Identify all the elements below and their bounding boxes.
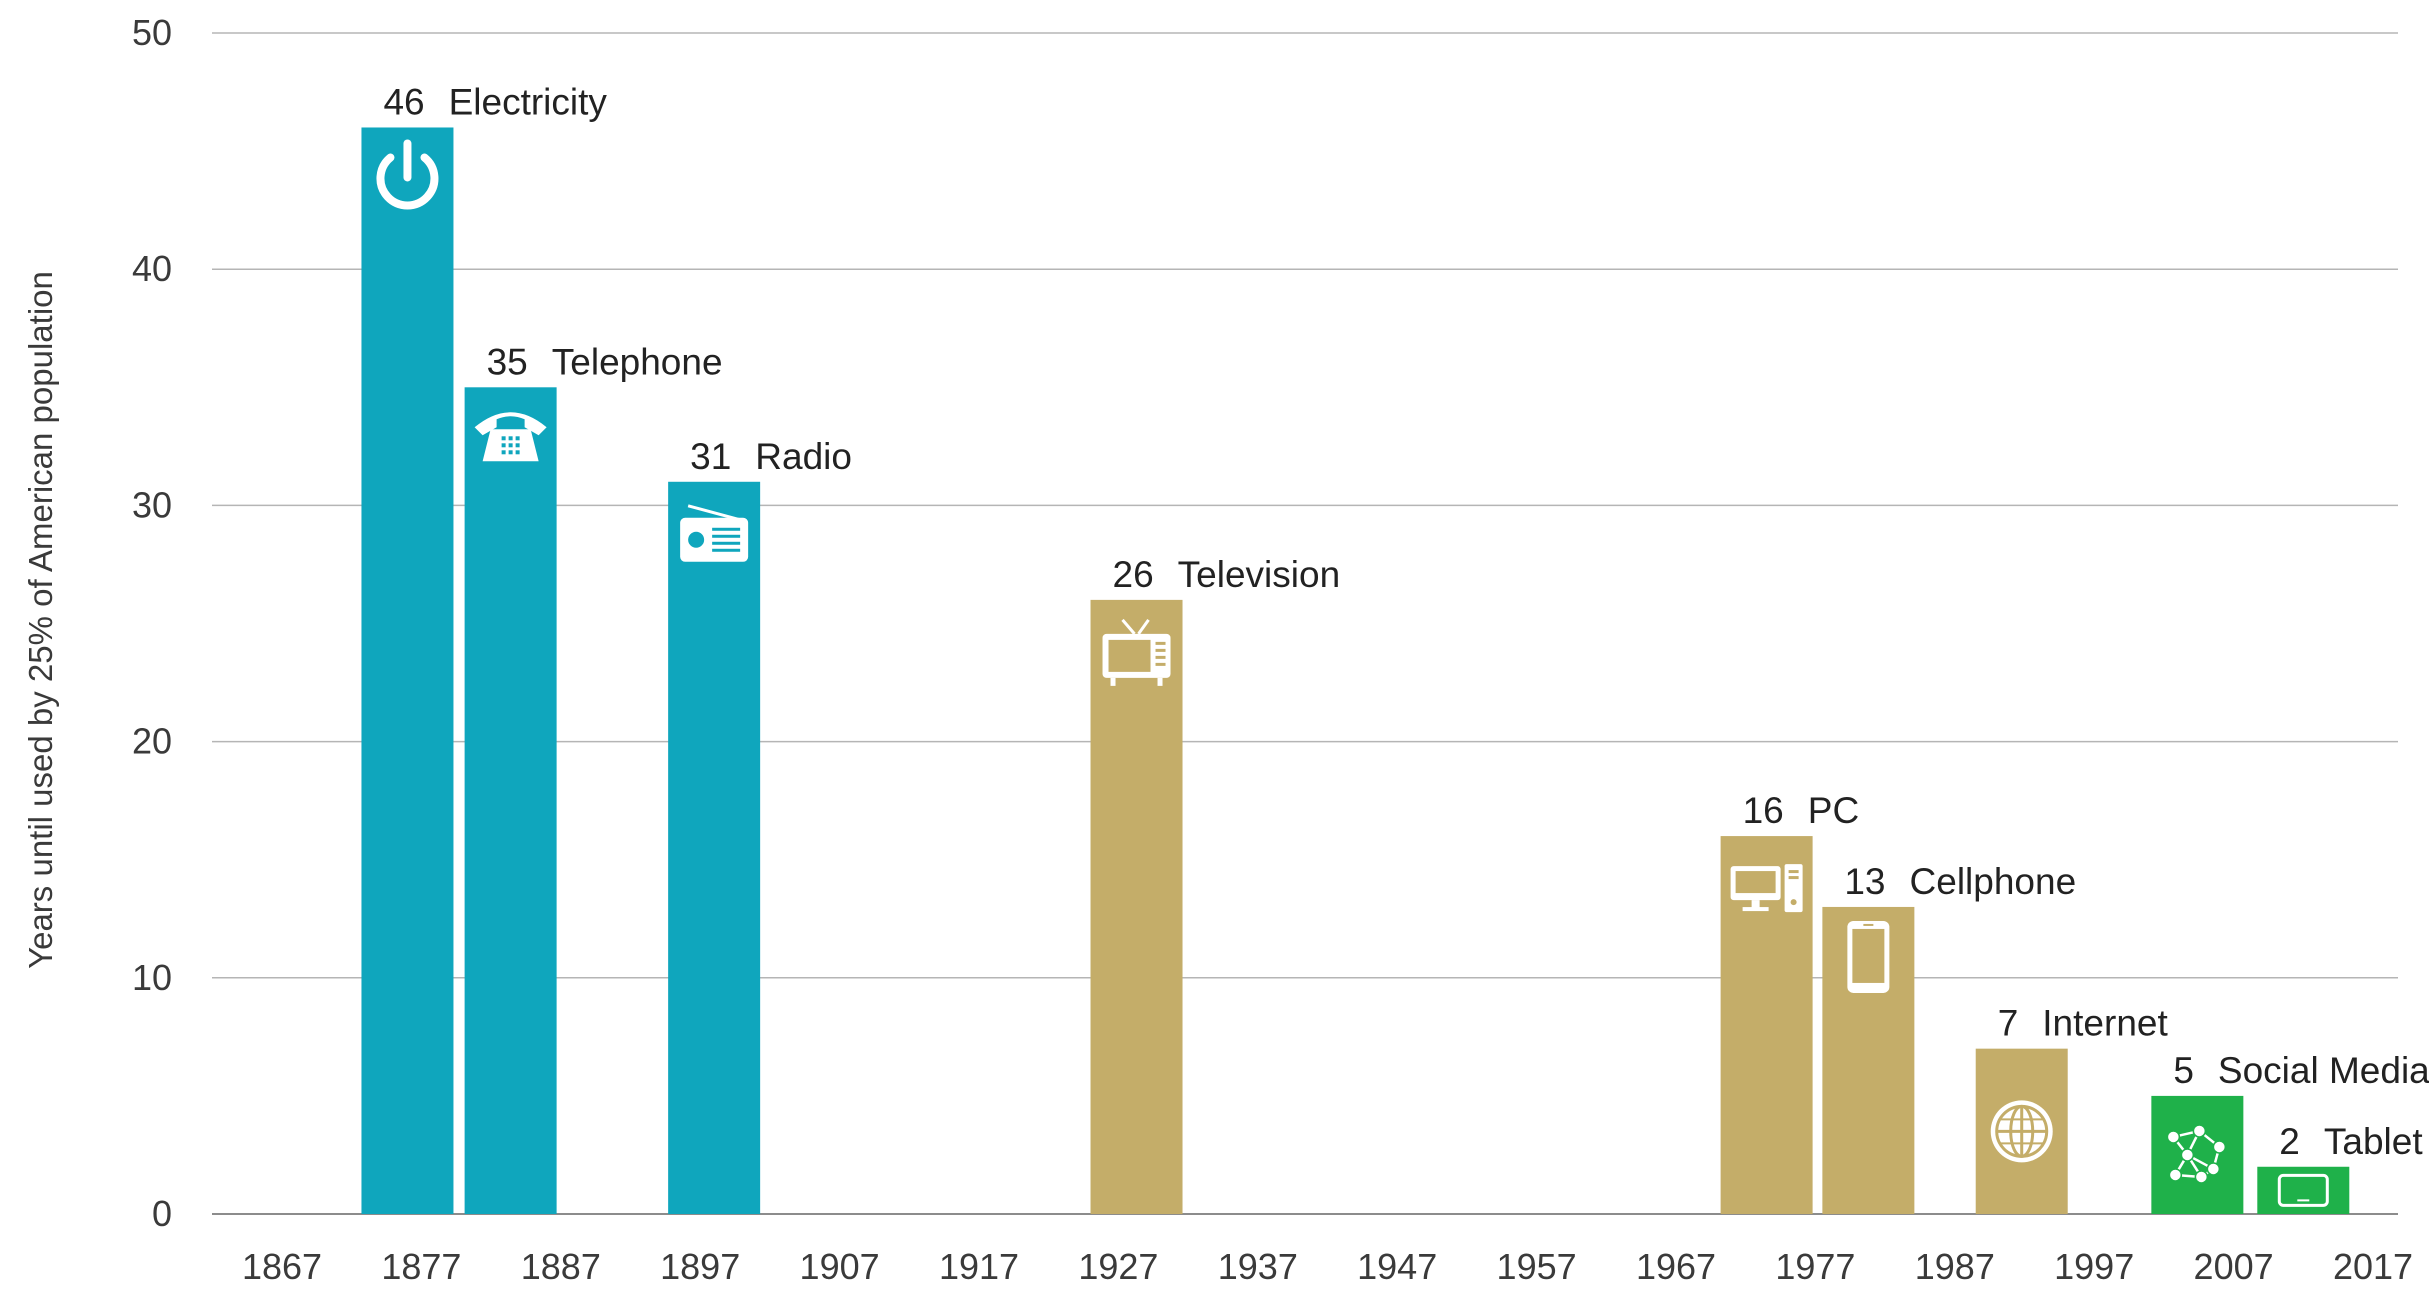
data-label-value: 2 <box>2279 1121 2300 1162</box>
y-tick-label: 0 <box>152 1193 172 1234</box>
data-label-value: 26 <box>1113 554 1154 595</box>
data-label-name: Television <box>1178 554 1340 595</box>
data-label: 26 Television <box>1113 554 1341 595</box>
data-label-name: Telephone <box>552 341 723 382</box>
computer-icon <box>1730 864 1803 913</box>
data-label: 7 Internet <box>1998 1003 2169 1044</box>
data-label-name: Electricity <box>449 81 608 122</box>
globe-icon <box>1990 1100 2053 1163</box>
x-tick-label: 2007 <box>2194 1246 2274 1287</box>
data-label: 16 PC <box>1743 790 1860 831</box>
x-tick-label: 1927 <box>1078 1246 1158 1287</box>
y-axis-ticks: 0 10 20 30 40 50 <box>132 12 172 1234</box>
data-label-value: 31 <box>690 436 731 477</box>
x-tick-label: 1937 <box>1218 1246 1298 1287</box>
network-icon <box>2166 1124 2227 1184</box>
data-label: 13 Cellphone <box>1844 861 2076 902</box>
y-tick-label: 10 <box>132 957 172 998</box>
data-label-value: 7 <box>1998 1003 2019 1044</box>
data-label-value: 13 <box>1844 861 1885 902</box>
x-tick-label: 1897 <box>660 1246 740 1287</box>
bar-telephone <box>464 387 557 1214</box>
bar-television <box>1090 599 1183 1214</box>
data-label-name: Tablet <box>2324 1121 2423 1162</box>
data-label-value: 16 <box>1743 790 1784 831</box>
x-tick-label: 2017 <box>2333 1246 2413 1287</box>
radio-icon <box>680 504 749 562</box>
bar-radio <box>668 481 761 1214</box>
x-tick-label: 1987 <box>1915 1246 1995 1287</box>
y-axis-label: Years until used by 25% of American popu… <box>22 271 59 969</box>
data-label: 46 Electricity <box>383 81 607 122</box>
y-tick-label: 40 <box>132 248 172 289</box>
x-tick-label: 1957 <box>1497 1246 1577 1287</box>
bar-tablet <box>2257 1166 2350 1214</box>
data-label: 31 Radio <box>690 436 852 477</box>
data-label-name: Internet <box>2042 1003 2168 1044</box>
x-tick-label: 1997 <box>2054 1246 2134 1287</box>
data-label-value: 46 <box>383 81 424 122</box>
bar-social-media <box>2151 1095 2244 1214</box>
data-label: 5 Social Media <box>2173 1050 2429 1091</box>
tablet-icon <box>2277 1173 2329 1207</box>
x-tick-label: 1917 <box>939 1246 1019 1287</box>
x-tick-label: 1947 <box>1357 1246 1437 1287</box>
bars <box>361 127 2350 1215</box>
x-tick-label: 1877 <box>381 1246 461 1287</box>
y-tick-label: 50 <box>132 12 172 53</box>
data-label: 2 Tablet <box>2279 1121 2423 1162</box>
data-label-name: Cellphone <box>1910 861 2077 902</box>
x-tick-label: 1967 <box>1636 1246 1716 1287</box>
power-icon <box>376 139 439 210</box>
data-label-value: 5 <box>2173 1050 2194 1091</box>
x-tick-label: 1887 <box>521 1246 601 1287</box>
cellphone-icon <box>1847 920 1890 993</box>
data-label-value: 35 <box>487 341 528 382</box>
y-tick-label: 30 <box>132 484 172 525</box>
x-tick-label: 1907 <box>800 1246 880 1287</box>
y-tick-label: 20 <box>132 721 172 762</box>
bar-electricity <box>361 127 454 1215</box>
data-label: 35 Telephone <box>487 341 723 382</box>
television-icon <box>1102 618 1171 686</box>
data-label-name: Radio <box>755 436 852 477</box>
x-axis-ticks: 1867 1877 1887 1897 1907 1917 1927 1937 1947 1957… <box>242 1246 2413 1287</box>
x-tick-label: 1977 <box>1775 1246 1855 1287</box>
x-tick-label: 1867 <box>242 1246 322 1287</box>
data-label-name: Social Media <box>2218 1050 2429 1091</box>
data-labels: 46 Electricity 35 Telephone 31 Radio 26 Televis… <box>383 81 2429 1161</box>
data-label-name: PC <box>1808 790 1859 831</box>
telephone-icon <box>474 412 547 462</box>
